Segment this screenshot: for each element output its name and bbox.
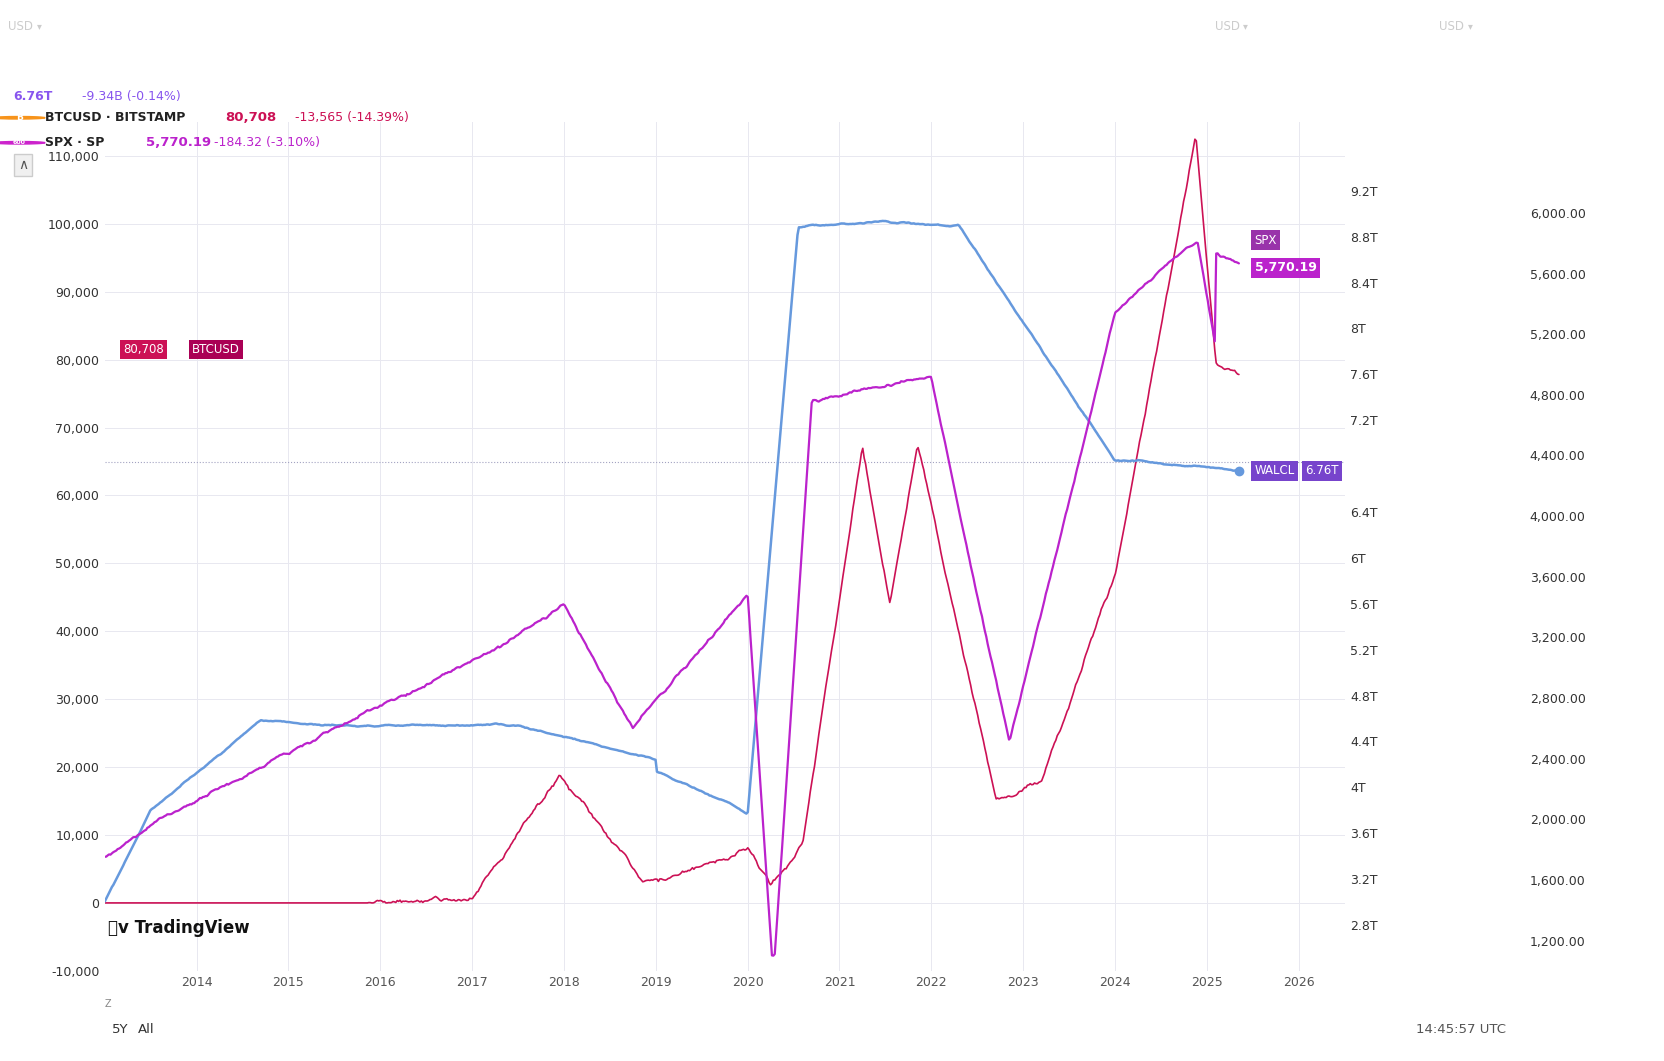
Text: 600: 600: [13, 140, 25, 145]
Text: USD: USD: [1439, 19, 1464, 33]
Circle shape: [0, 141, 45, 144]
Text: All: All: [138, 1023, 155, 1036]
Text: WALCL: WALCL: [1255, 465, 1295, 477]
Text: BTCUSD · BITSTAMP: BTCUSD · BITSTAMP: [45, 111, 185, 124]
Circle shape: [0, 117, 45, 119]
Text: -9.34B (-0.14%): -9.34B (-0.14%): [82, 90, 181, 103]
Text: 5,770.19: 5,770.19: [1255, 261, 1316, 274]
Text: 5,770.19: 5,770.19: [146, 136, 211, 150]
Text: ▾: ▾: [1243, 21, 1248, 31]
Text: ▾: ▾: [37, 21, 42, 31]
Text: Z: Z: [105, 998, 111, 1009]
Text: -13,565 (-14.39%): -13,565 (-14.39%): [295, 111, 409, 124]
Text: ∧: ∧: [18, 158, 28, 172]
Text: 6.76T: 6.76T: [13, 90, 53, 103]
Text: 𝗍𝘃 TradingView: 𝗍𝘃 TradingView: [108, 920, 250, 937]
Text: 80,708: 80,708: [123, 343, 165, 356]
Text: USD: USD: [1215, 19, 1240, 33]
Text: ⊕  Balance Sheet: Assets: Total Assets: Total Assets (Less Eliminations from Con: ⊕ Balance Sheet: Assets: Total Assets: T…: [63, 37, 802, 50]
Text: SPX: SPX: [1255, 233, 1276, 247]
Text: BTCUSD: BTCUSD: [191, 343, 240, 356]
Text: 80,708: 80,708: [225, 111, 276, 124]
Text: -184.32 (-3.10%): -184.32 (-3.10%): [215, 136, 319, 150]
Text: 6.76T: 6.76T: [1305, 465, 1338, 477]
Text: SPX · SP: SPX · SP: [45, 136, 105, 150]
Text: USD: USD: [8, 19, 33, 33]
Text: ▾: ▾: [1468, 21, 1473, 31]
Text: B: B: [15, 114, 23, 122]
Text: 5Y: 5Y: [111, 1023, 128, 1036]
Text: 14:45:57 UTC: 14:45:57 UTC: [1416, 1023, 1506, 1036]
